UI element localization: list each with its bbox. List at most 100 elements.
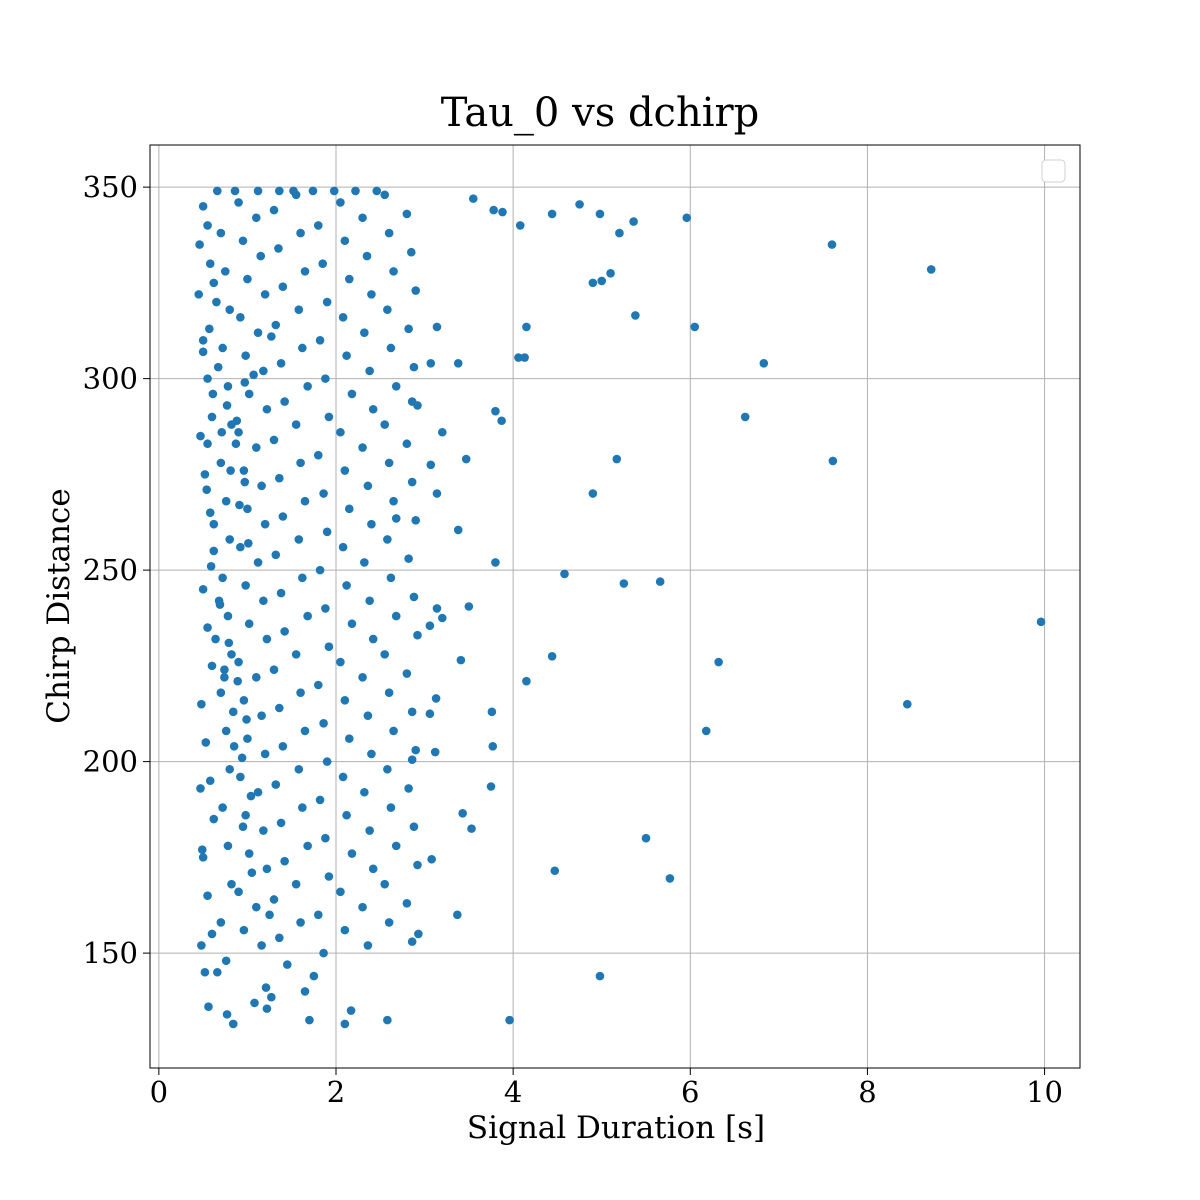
data-point bbox=[425, 621, 435, 630]
data-point bbox=[262, 634, 272, 644]
data-point bbox=[280, 856, 289, 866]
data-point bbox=[218, 343, 227, 353]
data-point bbox=[230, 186, 240, 196]
data-point bbox=[237, 753, 247, 763]
data-point bbox=[588, 278, 598, 288]
data-point bbox=[234, 887, 243, 897]
data-point bbox=[344, 734, 354, 743]
data-point bbox=[340, 466, 350, 475]
data-point bbox=[522, 322, 531, 332]
data-point bbox=[203, 623, 212, 632]
data-point bbox=[324, 642, 334, 652]
data-point bbox=[319, 948, 328, 958]
data-point bbox=[641, 833, 651, 843]
data-point bbox=[342, 351, 351, 360]
data-point bbox=[201, 738, 211, 747]
data-point bbox=[322, 757, 332, 766]
data-point bbox=[220, 673, 229, 682]
data-point bbox=[209, 278, 219, 288]
data-point bbox=[383, 305, 392, 314]
data-point bbox=[340, 696, 350, 705]
data-point bbox=[239, 925, 249, 935]
data-point bbox=[391, 381, 401, 391]
data-point bbox=[313, 450, 323, 460]
data-point bbox=[318, 259, 328, 269]
data-point bbox=[383, 764, 392, 774]
data-point bbox=[368, 404, 378, 414]
data-point bbox=[406, 247, 416, 257]
data-point bbox=[261, 983, 271, 992]
data-point bbox=[203, 891, 212, 900]
data-point bbox=[212, 297, 221, 307]
data-point bbox=[522, 676, 531, 686]
data-point bbox=[324, 412, 334, 422]
data-point bbox=[384, 458, 394, 468]
data-point bbox=[235, 500, 244, 510]
data-point bbox=[342, 581, 351, 590]
data-point bbox=[338, 772, 348, 782]
data-point bbox=[244, 849, 254, 858]
data-point bbox=[606, 269, 615, 278]
data-point bbox=[344, 274, 354, 284]
y-tick-label: 300 bbox=[83, 362, 138, 396]
data-point bbox=[363, 481, 373, 491]
data-point bbox=[358, 673, 367, 682]
data-point bbox=[340, 925, 350, 935]
legend-box bbox=[1041, 159, 1066, 183]
x-tick-label: 4 bbox=[504, 1075, 522, 1109]
data-point bbox=[407, 477, 417, 487]
data-point bbox=[453, 359, 463, 368]
data-point bbox=[216, 918, 226, 927]
data-point bbox=[360, 328, 369, 337]
data-point bbox=[236, 313, 245, 322]
data-point bbox=[275, 933, 284, 943]
data-point bbox=[313, 910, 323, 920]
data-point bbox=[241, 581, 250, 590]
data-point bbox=[223, 841, 233, 851]
data-point bbox=[234, 427, 243, 437]
data-point bbox=[249, 370, 258, 380]
data-point bbox=[321, 604, 330, 613]
data-point bbox=[265, 910, 274, 920]
data-point bbox=[298, 343, 307, 353]
y-tick-label: 350 bbox=[83, 170, 138, 204]
data-point bbox=[218, 573, 227, 583]
data-point bbox=[505, 1015, 514, 1025]
data-point bbox=[458, 809, 467, 818]
x-axis-label: Signal Duration [s] bbox=[467, 1110, 765, 1146]
data-point bbox=[595, 971, 605, 981]
data-point bbox=[209, 519, 219, 529]
data-point bbox=[432, 322, 442, 332]
data-point bbox=[259, 596, 268, 606]
data-point bbox=[198, 201, 208, 211]
data-point bbox=[300, 726, 310, 736]
data-point bbox=[319, 719, 328, 728]
data-point bbox=[597, 276, 607, 286]
data-point bbox=[296, 918, 305, 927]
data-point bbox=[213, 362, 223, 372]
data-point bbox=[240, 477, 250, 487]
data-point bbox=[238, 822, 248, 832]
data-point bbox=[456, 655, 466, 665]
data-point bbox=[389, 726, 398, 736]
data-point bbox=[203, 439, 212, 449]
data-point bbox=[269, 205, 279, 215]
data-point bbox=[612, 454, 622, 464]
data-point bbox=[202, 485, 211, 494]
data-point bbox=[467, 824, 476, 833]
data-point bbox=[491, 558, 500, 567]
data-point bbox=[515, 221, 525, 230]
data-point bbox=[225, 535, 235, 544]
data-point bbox=[278, 282, 288, 292]
data-point bbox=[303, 841, 312, 851]
data-point bbox=[216, 688, 226, 697]
data-point bbox=[437, 613, 447, 623]
data-point bbox=[213, 186, 222, 196]
data-point bbox=[338, 542, 348, 552]
data-point bbox=[276, 818, 286, 828]
data-point bbox=[236, 542, 245, 552]
data-point bbox=[322, 527, 332, 537]
data-point bbox=[262, 864, 272, 874]
data-point bbox=[1036, 617, 1046, 627]
data-point bbox=[665, 874, 675, 883]
